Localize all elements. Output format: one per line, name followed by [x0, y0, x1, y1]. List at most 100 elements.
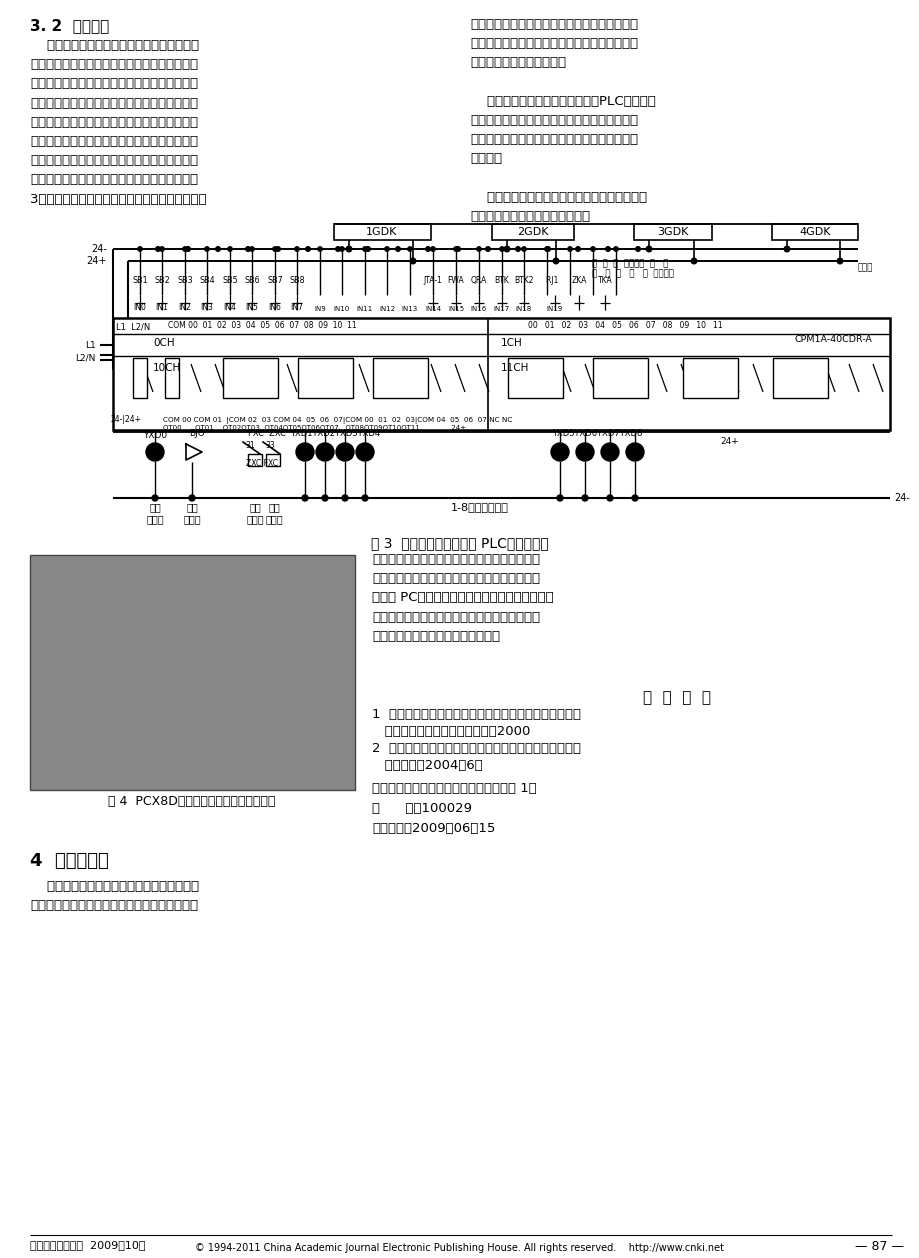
Text: 发与创新，2004（6）: 发与创新，2004（6）: [371, 759, 482, 772]
Circle shape: [335, 247, 340, 252]
Text: JTA-1: JTA-1: [423, 276, 442, 286]
Circle shape: [410, 258, 415, 264]
Text: IN1: IN1: [155, 303, 168, 312]
Text: COM 00  01  02  03  04  05  06  07  08  09  10  11: COM 00 01 02 03 04 05 06 07 08 09 10 11: [168, 322, 357, 331]
Circle shape: [294, 247, 299, 252]
Circle shape: [160, 247, 164, 252]
Bar: [165, 359, 179, 398]
Text: 控制系统的主要控制对象是旋转电机，根据: 控制系统的主要控制对象是旋转电机，根据: [30, 39, 199, 52]
Text: 干扰性强、工作稳定可靠、结构模块化等特点。: 干扰性强、工作稳定可靠、结构模块化等特点。: [470, 114, 637, 127]
Text: 0CH: 0CH: [153, 338, 175, 348]
Text: 3. 2  控制系统: 3. 2 控制系统: [30, 18, 109, 33]
Circle shape: [296, 443, 313, 460]
Text: 《起重运输机械》  2009（10）: 《起重运输机械》 2009（10）: [30, 1240, 145, 1250]
Circle shape: [188, 494, 195, 501]
Text: 控制系统的核心可编程控制器（PLC）具有抗: 控制系统的核心可编程控制器（PLC）具有抗: [470, 94, 655, 108]
Bar: [133, 359, 147, 398]
Text: 反向
接触器: 反向 接触器: [265, 502, 282, 525]
Text: 有其他过高的建筑地带，或是地处边角处面积很: 有其他过高的建筑地带，或是地处边角处面积很: [371, 554, 539, 566]
Text: 正向
接触器: 正向 接触器: [246, 502, 264, 525]
Text: IN3: IN3: [200, 303, 213, 312]
Text: 安全设施等。为了保证载车板能顺时针或逆时针: 安全设施等。为了保证载车板能顺时针或逆时针: [30, 116, 198, 128]
Text: IN6: IN6: [268, 303, 281, 312]
Circle shape: [245, 247, 250, 252]
Text: YXD0: YXD0: [142, 431, 167, 440]
Circle shape: [552, 258, 558, 264]
Text: 简单、对环境要求不高，凭可编程控制器本身的: 简单、对环境要求不高，凭可编程控制器本身的: [470, 18, 637, 31]
Circle shape: [425, 247, 430, 252]
Text: IN7: IN7: [290, 303, 303, 312]
Text: 图 4  PCX8D型垂直循环式立体车库实物图: 图 4 PCX8D型垂直循环式立体车库实物图: [108, 795, 276, 808]
Circle shape: [485, 247, 490, 252]
Text: 按鈕操作，亦可采用触摸屏操作。控制原理见图: 按鈕操作，亦可采用触摸屏操作。控制原理见图: [30, 174, 198, 186]
Text: 小分散的地带，均可选择垂直循环式立体车库，: 小分散的地带，均可选择垂直循环式立体车库，: [371, 572, 539, 585]
Circle shape: [455, 247, 460, 252]
Text: IN9: IN9: [313, 306, 325, 312]
Circle shape: [575, 247, 580, 252]
Text: 垂直循环式立体车库的设计灵活性较大，当: 垂直循环式立体车库的设计灵活性较大，当: [30, 881, 199, 893]
Bar: [248, 454, 262, 465]
Text: 33: 33: [265, 442, 275, 450]
Circle shape: [322, 494, 328, 501]
Text: 报警
蜂鸣器: 报警 蜂鸣器: [183, 502, 200, 525]
Text: 设备．北京：国家机械工业局，2000: 设备．北京：国家机械工业局，2000: [371, 725, 529, 738]
Text: RJ1: RJ1: [546, 276, 563, 286]
Text: SB6: SB6: [244, 276, 259, 286]
Circle shape: [631, 494, 637, 501]
Circle shape: [395, 247, 400, 252]
Text: IN17: IN17: [494, 306, 509, 312]
Circle shape: [556, 494, 562, 501]
Circle shape: [335, 443, 354, 460]
Text: TKA: TKA: [597, 276, 612, 286]
Text: 邮      编：100029: 邮 编：100029: [371, 803, 471, 815]
Text: SB2: SB2: [154, 276, 170, 286]
Text: 31: 31: [245, 442, 255, 450]
Circle shape: [645, 247, 651, 252]
Bar: [682, 359, 737, 398]
Text: IN19: IN19: [546, 306, 562, 312]
Bar: [492, 224, 573, 240]
Text: SB1: SB1: [132, 276, 148, 286]
Text: L1  L2/N: L1 L2/N: [116, 322, 150, 332]
Text: IN13: IN13: [402, 306, 417, 312]
Bar: [772, 359, 827, 398]
Text: FXC  ZXC: FXC ZXC: [248, 429, 286, 438]
Bar: [222, 359, 278, 398]
Circle shape: [301, 494, 308, 501]
Circle shape: [138, 247, 142, 252]
Text: 4  结论与展望: 4 结论与展望: [30, 852, 108, 871]
Text: FWA: FWA: [448, 276, 464, 286]
Text: 1-8号运行指示灯: 1-8号运行指示灯: [450, 502, 508, 512]
Circle shape: [276, 247, 280, 252]
Circle shape: [575, 443, 594, 460]
Text: 接触器输出单元动作灵敏、可靠、技术先进、: 接触器输出单元动作灵敏、可靠、技术先进、: [470, 191, 646, 204]
Circle shape: [521, 247, 526, 252]
Text: 11CH: 11CH: [501, 364, 528, 374]
Circle shape: [361, 494, 368, 501]
Text: 参  考  文  献: 参 考 文 献: [642, 689, 710, 704]
Text: 24-: 24-: [91, 244, 107, 254]
Circle shape: [836, 258, 842, 264]
Circle shape: [582, 494, 587, 501]
Circle shape: [545, 247, 550, 252]
Circle shape: [625, 443, 643, 460]
Circle shape: [346, 247, 351, 252]
Text: 图 3  垂直循环式立体车库 PLC控制原理图: 图 3 垂直循环式立体车库 PLC控制原理图: [370, 536, 549, 550]
Circle shape: [356, 443, 374, 460]
Circle shape: [273, 247, 277, 252]
Text: YXD5YXD6YXD7YXD8: YXD5YXD6YXD7YXD8: [551, 429, 641, 438]
Text: SB3: SB3: [177, 276, 193, 286]
Circle shape: [544, 247, 549, 252]
Text: © 1994-2011 China Academic Journal Electronic Publishing House. All rights reser: © 1994-2011 China Academic Journal Elect…: [195, 1243, 724, 1253]
Bar: [771, 224, 857, 240]
Text: 可设置 PC机作为控制系统的上位机，通过灵活、: 可设置 PC机作为控制系统的上位机，通过灵活、: [371, 591, 553, 604]
Circle shape: [504, 247, 509, 252]
Text: COM 00 COM 01  |COM 02  03 COM 04  05  06  07|COM 00  01  02  03|COM 04  05  06 : COM 00 COM 01 |COM 02 03 COM 04 05 06 07…: [163, 416, 512, 424]
Bar: [633, 224, 711, 240]
Circle shape: [516, 247, 520, 252]
Text: 馈及时。: 馈及时。: [470, 152, 502, 165]
Text: IN11: IN11: [357, 306, 373, 312]
Bar: [30, 555, 355, 790]
Text: BJO: BJO: [189, 429, 205, 438]
Text: 24+: 24+: [86, 255, 107, 265]
